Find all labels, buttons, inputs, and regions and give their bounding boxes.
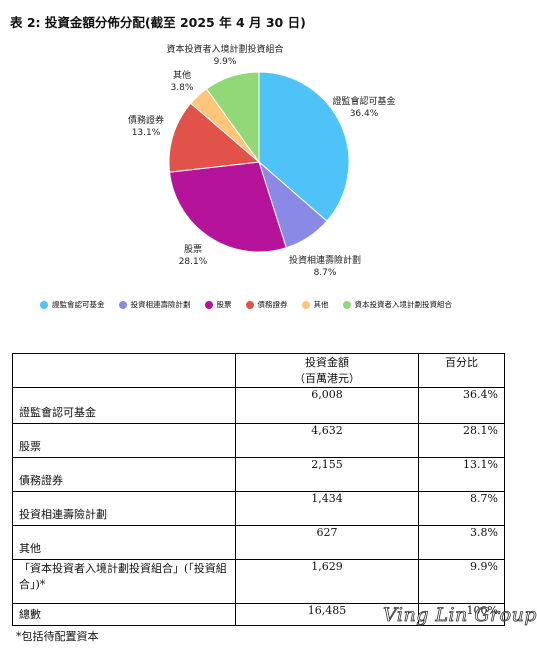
- row-amount: 627: [235, 525, 419, 560]
- row-label: 股票: [12, 423, 236, 458]
- row-percent: 28.1%: [418, 423, 505, 458]
- legend-item: 投資相連壽險計劃: [118, 299, 191, 310]
- legend-swatch: [301, 300, 310, 309]
- slice-label: 其他: [173, 69, 191, 81]
- legend-item: 資本投資者入境計劃投資組合: [342, 299, 453, 310]
- legend-label: 投資相連壽險計劃: [130, 300, 191, 309]
- watermark: Ving Lin Group: [383, 604, 537, 627]
- row-percent: 8.7%: [418, 491, 505, 526]
- row-label: 證監會認可基金: [12, 387, 236, 424]
- slice-value-label: 13.1%: [132, 128, 161, 138]
- chart-title: 表 2: 投資金額分佈分配(截至 2025 年 4 月 30 日): [10, 15, 306, 30]
- slice-value-label: 9.9%: [214, 57, 237, 67]
- table-header-amount: 投資金額 （百萬港元）: [235, 353, 419, 388]
- table-row: 其他 627 3.8%: [12, 525, 505, 560]
- slice-label: 債務證券: [128, 114, 164, 126]
- legend-label: 債務證券: [257, 300, 288, 309]
- slice-value-label: 28.1%: [179, 257, 208, 267]
- row-percent: 9.9%: [418, 559, 505, 604]
- pie-slice: [168, 102, 261, 173]
- row-amount: 16,485: [235, 603, 419, 626]
- row-amount: 1,434: [235, 491, 419, 526]
- legend-item: 股票: [204, 299, 232, 310]
- row-percent: 3.8%: [418, 525, 505, 560]
- pie-slice: [205, 71, 260, 164]
- row-percent: 36.4%: [418, 387, 505, 424]
- table-row: 總數 16,485 100%: [12, 603, 505, 626]
- slice-value-label: 36.4%: [350, 109, 379, 119]
- chart-legend: 證監會認可基金 投資相連壽險計劃 股票 債務證券 其他 資本投資者入境計劃投資組合: [40, 299, 452, 310]
- footnote: *包括待配置資本: [16, 630, 99, 643]
- legend-label: 資本投資者入境計劃投資組合: [354, 300, 453, 309]
- row-amount: 4,632: [235, 423, 419, 458]
- pie-slice: [258, 71, 350, 222]
- row-amount: 6,008: [235, 387, 419, 424]
- legend-swatch: [40, 300, 48, 309]
- row-label: 總數: [12, 603, 236, 626]
- row-label: 債務證券: [12, 457, 236, 492]
- pie-chart: 證監會認可基金 36.4% 投資相連壽險計劃 8.7% 股票 28.1% 債務證券 13.1%…: [128, 43, 396, 278]
- legend-label: 證監會認可基金: [52, 300, 105, 309]
- legend-label: 股票: [216, 300, 232, 309]
- table-row: 「資本投資者入境計劃投資組合」(「投資組合」)* 1,629 9.9%: [12, 559, 505, 604]
- table-row: 證監會認可基金 6,008 36.4%: [12, 387, 505, 424]
- row-label: 「資本投資者入境計劃投資組合」(「投資組合」)*: [12, 559, 236, 604]
- row-amount: 2,155: [235, 457, 419, 492]
- investment-table: 投資金額 （百萬港元） 百分比 證監會認可基金 6,008 36.4% 股票 4,632 2…: [12, 353, 505, 626]
- table-row: 股票 4,632 28.1%: [12, 423, 505, 458]
- pie-slice: [169, 161, 287, 253]
- row-amount: 1,629: [235, 559, 419, 604]
- legend-swatch: [342, 300, 351, 309]
- slice-label: 股票: [184, 244, 202, 255]
- legend-item: 證監會認可基金: [40, 299, 105, 310]
- slice-label: 資本投資者入境計劃投資組合: [166, 43, 283, 55]
- legend-item: 債務證券: [245, 299, 288, 310]
- slice-label: 投資相連壽險計劃: [289, 254, 361, 266]
- slice-value-label: 8.7%: [314, 268, 337, 278]
- row-percent: 100%: [418, 603, 505, 626]
- row-label: 投資相連壽險計劃: [12, 491, 236, 526]
- legend-swatch: [118, 300, 127, 309]
- row-label: 其他: [12, 525, 236, 560]
- table-row: 投資相連壽險計劃 1,434 8.7%: [12, 491, 505, 526]
- legend-swatch: [245, 300, 254, 309]
- legend-label: 其他: [313, 300, 329, 309]
- table-row: 債務證券 2,155 13.1%: [12, 457, 505, 492]
- slice-label: 證監會認可基金: [332, 95, 395, 107]
- table-header-item: [12, 353, 236, 388]
- row-percent: 13.1%: [418, 457, 505, 492]
- table-header-percent: 百分比: [418, 353, 505, 388]
- legend-swatch: [204, 300, 213, 309]
- slice-value-label: 3.8%: [171, 83, 194, 93]
- legend-item: 其他: [301, 299, 329, 310]
